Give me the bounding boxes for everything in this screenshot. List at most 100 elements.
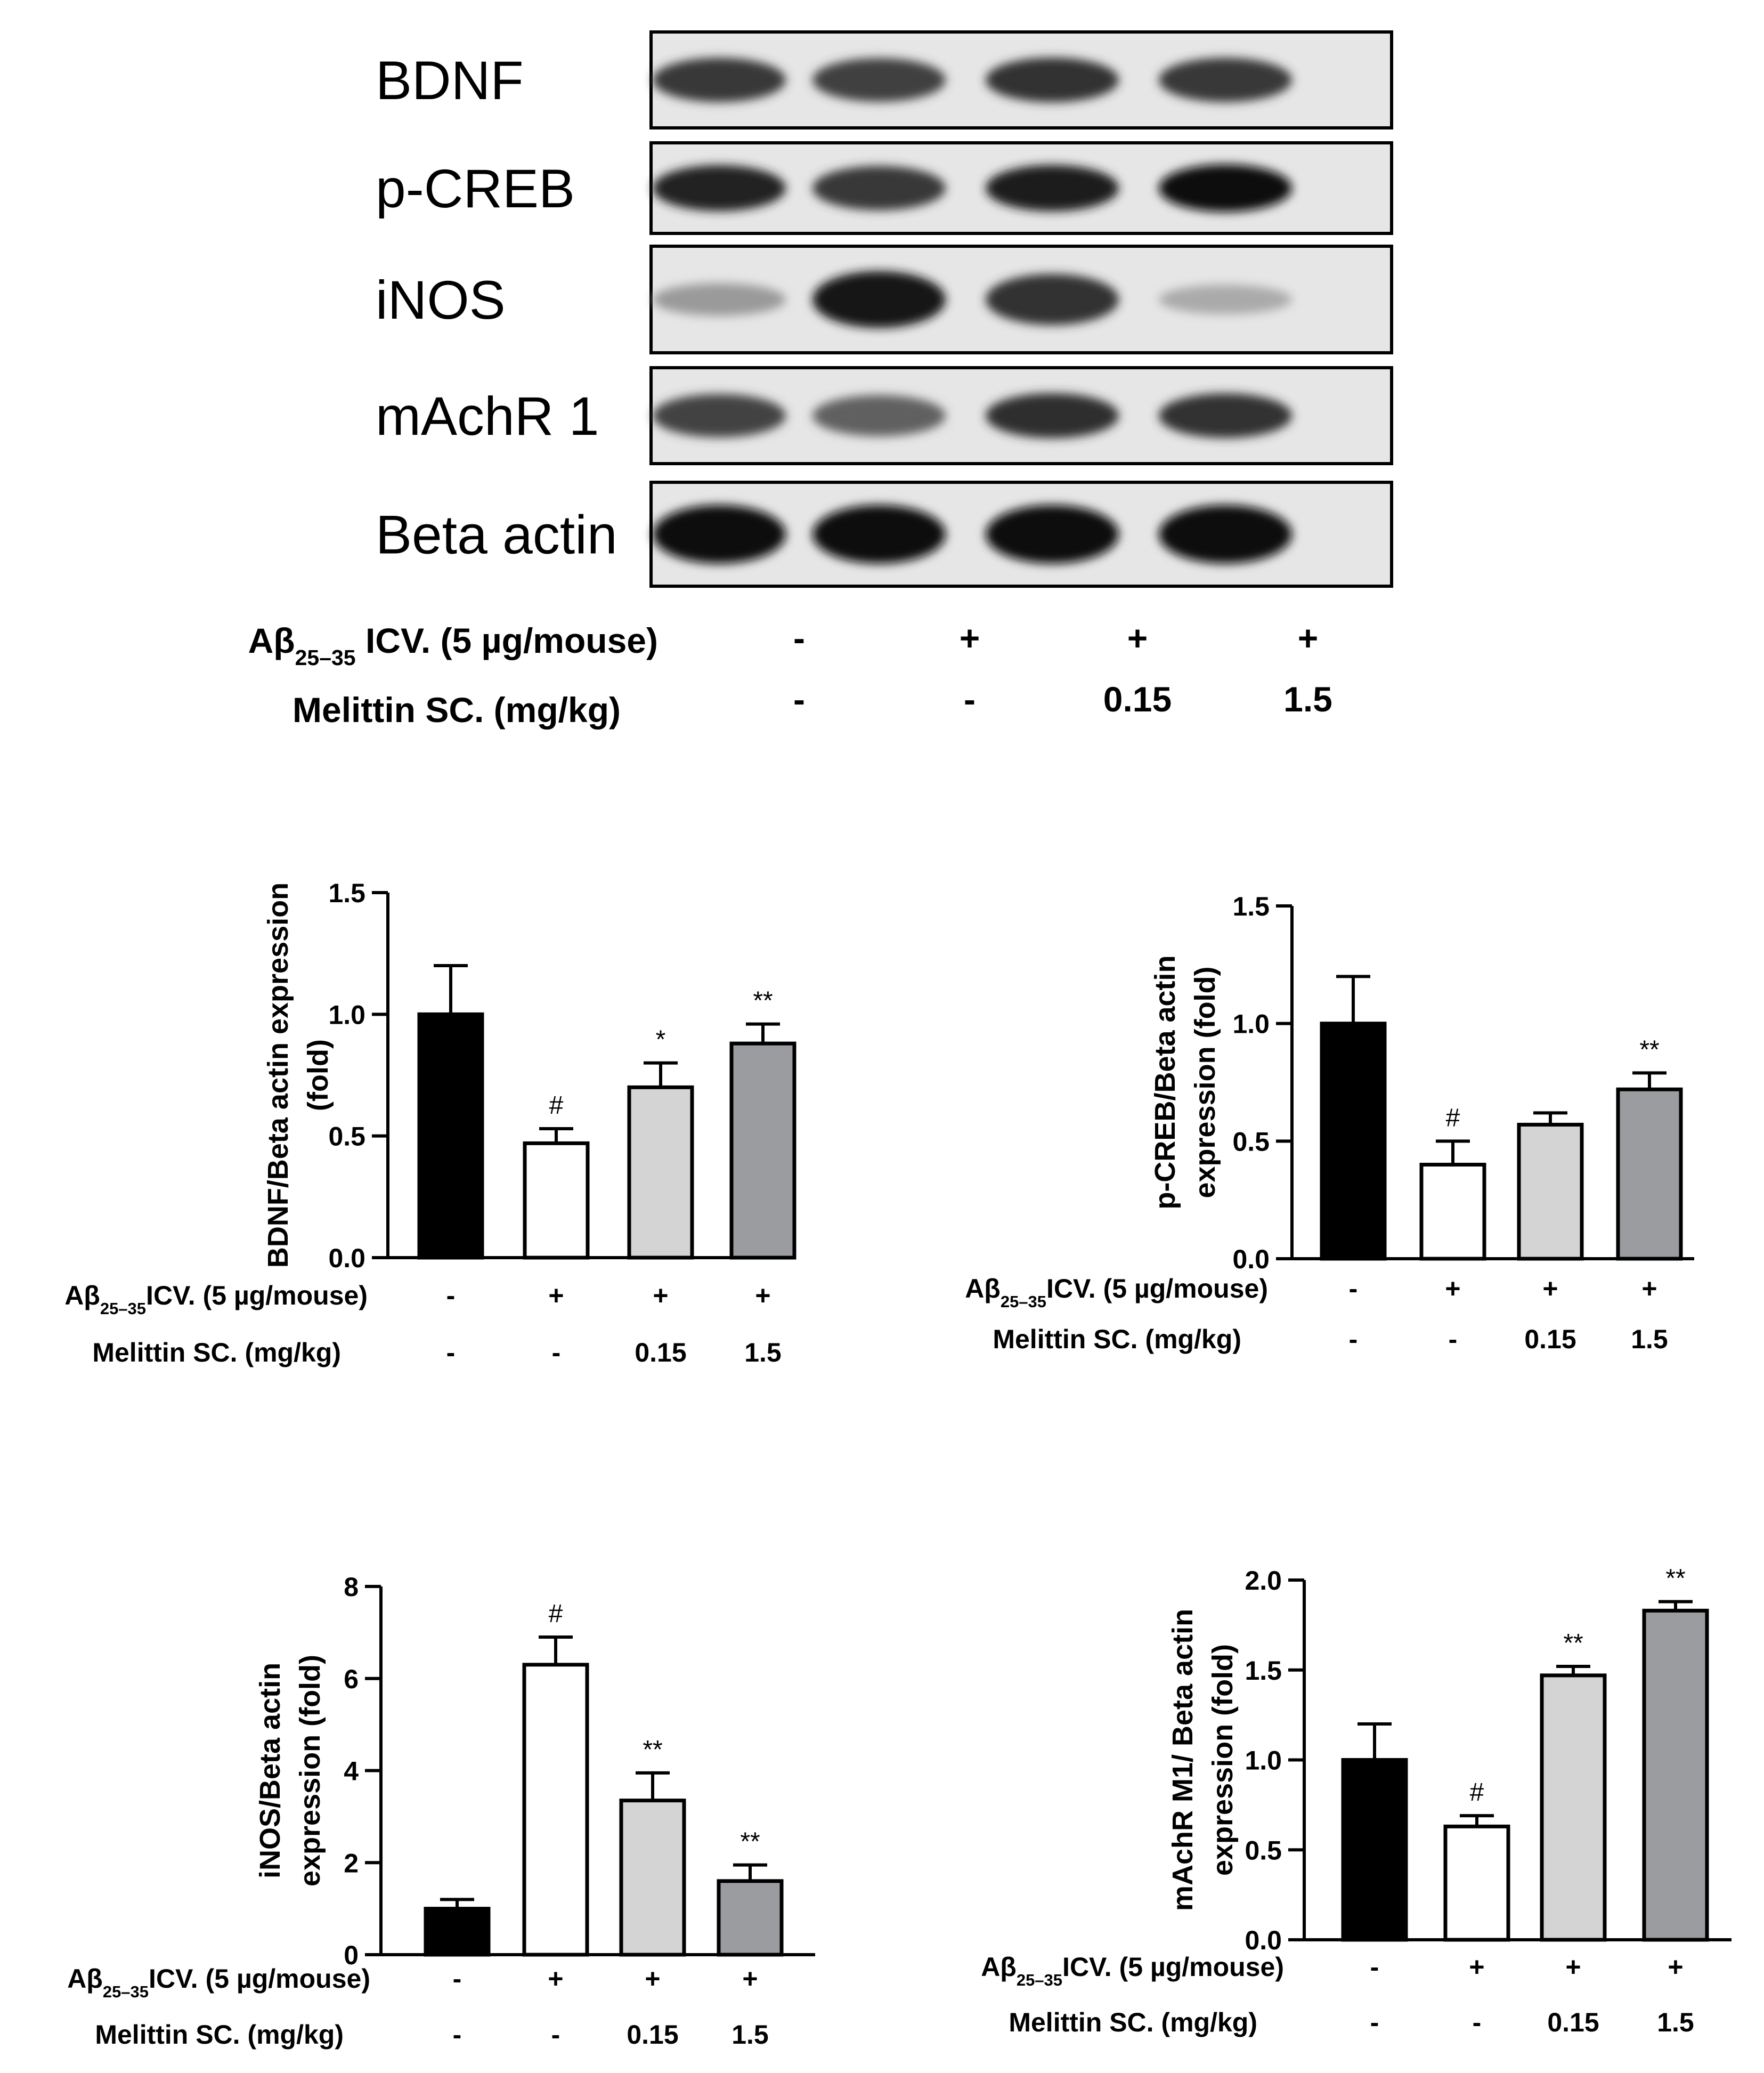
y-axis-title-line: BDNF/Beta actin expression (262, 882, 294, 1268)
label-main: Aβ (965, 1274, 1001, 1303)
significance-label: # (1446, 1104, 1460, 1132)
blot-band (653, 165, 786, 212)
y-axis-title-line: p-CREB/Beta actin (1149, 955, 1181, 1209)
y-tick-label: 4 (344, 1756, 359, 1786)
melittin-value: - (1473, 2007, 1482, 2037)
melittin-row-label: Melittin SC. (mg/kg) (1009, 2007, 1257, 2037)
bar (1540, 1673, 1607, 1942)
significance-label: ** (1639, 1035, 1659, 1064)
blot-band (812, 166, 946, 210)
bar (1419, 1162, 1486, 1261)
y-tick-label: 1.5 (1245, 1656, 1282, 1686)
abeta-row-label: Aβ25–35ICV. (5 µg/mouse) (64, 1281, 368, 1318)
y-tick-label: 0.0 (1245, 1925, 1282, 1955)
abeta-value: + (1565, 1952, 1581, 1982)
melittin-value: 1.5 (1657, 2007, 1694, 2037)
bar (717, 1879, 784, 1957)
bar-chart-4: 0.0 0.5 1.0 1.5 2.0 # ** ** mAchR M1/ Beta actin… (981, 1565, 1732, 2037)
y-axis-title: mAchR M1/ Beta actin expression (fold) (1167, 1609, 1239, 1911)
blot-band (812, 271, 946, 328)
significance-label: # (1470, 1778, 1484, 1807)
bar (1616, 1087, 1683, 1261)
abeta-row-label: Aβ25–35ICV. (5 µg/mouse) (67, 1964, 370, 2001)
y-tick-label: 0 (344, 1940, 359, 1970)
significance-label: * (656, 1026, 666, 1054)
blot-band (812, 505, 946, 564)
blot-band (653, 283, 786, 316)
abeta-value: + (755, 1281, 770, 1310)
significance-label: # (549, 1091, 564, 1120)
y-tick-label: 0.5 (328, 1122, 365, 1152)
protein-label: iNOS (376, 270, 506, 330)
melittin-value: - (1449, 1324, 1458, 1354)
blot-band (1159, 58, 1292, 102)
y-tick-label: 0.0 (328, 1243, 365, 1273)
abeta-value: + (548, 1281, 564, 1310)
blot-band (986, 505, 1119, 564)
significance-label: ** (740, 1828, 760, 1856)
abeta-value: + (1668, 1952, 1683, 1982)
y-axis-title-line: expression (fold) (294, 1655, 326, 1886)
y-tick-label: 1.5 (1232, 892, 1270, 921)
blot-band (986, 393, 1119, 439)
bar-charts: 0.00.51.01.5#***BDNF/Beta actin expressi… (64, 878, 1732, 2050)
abeta-value: + (1469, 1952, 1484, 1982)
bar (1642, 1608, 1709, 1942)
bar (1341, 1758, 1408, 1942)
melittin-value: - (446, 1338, 456, 1367)
melittin-row-label: Melittin SC. (mg/kg) (95, 2020, 344, 2050)
melittin-row-label: Melittin SC. (mg/kg) (292, 690, 621, 730)
melittin-value: - (964, 679, 976, 719)
melittin-value: - (551, 2020, 560, 2050)
blot-band (653, 394, 786, 438)
bar (619, 1799, 686, 1957)
blot-band (1159, 505, 1292, 564)
blot-band (1159, 285, 1292, 314)
blot-band (812, 395, 946, 436)
y-axis-title-line: iNOS/Beta actin (254, 1663, 286, 1878)
abeta-row-label: Aβ25–35 ICV. (5 µg/mouse) (248, 621, 658, 670)
y-axis-title-line: mAchR M1/ Beta actin (1167, 1609, 1199, 1911)
melittin-value: - (552, 1338, 561, 1367)
label-subscript: 25–35 (100, 1299, 146, 1318)
bar (729, 1041, 796, 1260)
melittin-value: 1.5 (731, 2020, 769, 2050)
protein-label: p-CREB (376, 158, 575, 219)
melittin-value: 0.15 (1524, 1324, 1576, 1354)
abeta-value: + (1298, 618, 1319, 658)
melittin-value: 1.5 (1631, 1324, 1668, 1354)
melittin-value: 0.15 (1103, 679, 1172, 719)
y-tick-label: 6 (344, 1664, 359, 1694)
significance-label: ** (1563, 1629, 1583, 1657)
abeta-value: - (1349, 1274, 1358, 1303)
melittin-value: 0.15 (635, 1338, 686, 1367)
melittin-row-label: Melittin SC. (mg/kg) (92, 1338, 341, 1367)
bar-chart-2: 0.0 0.5 1.0 1.5 # ** p-CREB/Beta actin expressi… (965, 892, 1694, 1354)
significance-label: ** (1665, 1565, 1685, 1593)
bar (522, 1663, 589, 1957)
blot-band (986, 58, 1119, 102)
y-axis-title: BDNF/Beta actin expression (fold) (262, 882, 334, 1268)
label-main: Aβ (248, 621, 295, 660)
abeta-row-label: Aβ25–35ICV. (5 µg/mouse) (965, 1274, 1268, 1311)
melittin-value: - (453, 2020, 462, 2050)
abeta-value: + (742, 1964, 758, 1994)
blot-band (1159, 393, 1292, 438)
y-tick-label: 1.5 (328, 878, 365, 908)
blot-band (812, 58, 946, 102)
y-axis-title: p-CREB/Beta actin expression (fold) (1149, 955, 1221, 1209)
y-tick-label: 0.5 (1232, 1127, 1270, 1156)
bar (627, 1085, 694, 1260)
protein-label: mAchR 1 (376, 386, 599, 447)
significance-label: ** (753, 987, 773, 1015)
melittin-value: 0.15 (1547, 2007, 1599, 2037)
bar (424, 1907, 491, 1957)
melittin-value: 0.15 (627, 2020, 678, 2050)
abeta-value: - (793, 618, 805, 658)
melittin-value: - (1349, 1324, 1358, 1354)
abeta-value: + (960, 618, 980, 658)
bar (1517, 1122, 1584, 1261)
label-subscript: 25–35 (1017, 1971, 1062, 1989)
y-tick-label: 1.0 (1232, 1009, 1270, 1039)
